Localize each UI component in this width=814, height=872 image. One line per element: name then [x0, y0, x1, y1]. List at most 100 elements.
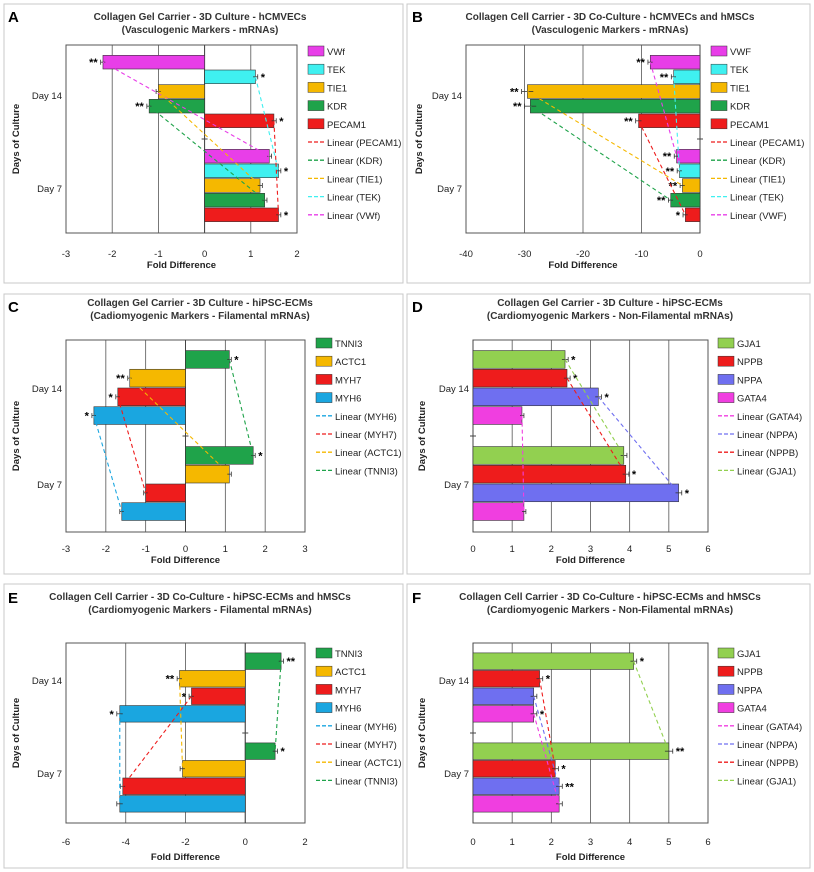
panel-A: A Collagen Gel Carrier - 3D Culture - hCM… [3, 3, 404, 284]
significance-mark: ** [669, 181, 678, 193]
legend-label: Linear (ACTC1) [335, 758, 402, 769]
significance-mark: ** [624, 116, 633, 128]
legend-label: Linear (MYH6) [335, 412, 397, 423]
bar [472, 368, 568, 388]
bar [204, 163, 279, 178]
x-tick-label: 1 [248, 249, 253, 260]
legend-label: GATA4 [737, 704, 767, 715]
significance-mark: * [284, 210, 289, 222]
x-tick-label: 1 [223, 544, 228, 555]
legend-label: Linear (TIE1) [327, 174, 382, 185]
significance-mark: ** [565, 781, 574, 793]
x-axis-label: Fold Difference [151, 852, 220, 863]
trendline [566, 377, 627, 475]
significance-mark: ** [636, 57, 645, 69]
legend-swatch [315, 665, 333, 677]
legend-label: TEK [327, 65, 346, 76]
x-tick-label: 0 [697, 249, 702, 260]
trendline [673, 76, 681, 171]
bar [679, 163, 701, 178]
legend-label: Linear (MYH7) [335, 430, 397, 441]
category-label: Day 14 [32, 384, 62, 395]
significance-mark: * [540, 709, 545, 721]
trendline [274, 661, 282, 752]
legend-label: TNNI3 [335, 649, 362, 660]
panel-letter: E [8, 590, 18, 607]
legend-swatch [315, 647, 333, 659]
legend-swatch [315, 392, 333, 403]
significance-mark: * [546, 674, 551, 686]
category-label: Day 14 [32, 676, 62, 687]
significance-mark: * [281, 746, 286, 758]
bar [204, 207, 279, 222]
legend-swatch [307, 100, 325, 111]
x-tick-label: -20 [576, 249, 590, 260]
legend-swatch [315, 355, 333, 367]
legend-label: Linear (NPPB) [737, 758, 798, 769]
legend-label: Linear (NPPB) [737, 448, 798, 459]
legend-label: Linear (NPPA) [737, 740, 798, 751]
x-tick-label: -4 [122, 837, 130, 848]
y-axis-label: Days of Culture [417, 401, 428, 471]
category-label: Day 7 [37, 769, 62, 780]
category-label: Day 7 [437, 184, 462, 195]
significance-mark: * [109, 392, 114, 404]
legend-label: Linear (KDR) [327, 156, 382, 167]
bar [121, 502, 186, 521]
legend-swatch [710, 118, 728, 130]
x-tick-label: 0 [243, 837, 248, 848]
bar [182, 760, 246, 778]
trendline [122, 695, 192, 787]
panel-letter: B [412, 9, 423, 26]
bar [472, 464, 627, 484]
trendline [102, 61, 270, 157]
bar [244, 652, 282, 670]
chart-title: Collagen Gel Carrier - 3D Culture - hiPS… [87, 298, 313, 309]
trendline [273, 120, 280, 215]
trendline [527, 91, 683, 186]
x-axis-label: Fold Difference [147, 260, 216, 271]
bar [117, 387, 186, 407]
significance-mark: * [571, 354, 576, 366]
legend-label: Linear (VWF) [730, 211, 786, 222]
bar [472, 705, 535, 723]
x-tick-label: 0 [470, 837, 475, 848]
bar [148, 99, 205, 114]
trendline [649, 62, 678, 157]
significance-mark: ** [663, 151, 672, 163]
significance-mark: ** [510, 87, 519, 99]
significance-mark: ** [116, 373, 125, 385]
bar [670, 193, 701, 208]
x-axis-label: Fold Difference [556, 555, 625, 566]
bar [472, 446, 625, 465]
legend-swatch [315, 374, 333, 385]
bar [673, 69, 701, 84]
bar [472, 387, 599, 407]
category-label: Day 14 [439, 384, 469, 395]
trendline [521, 415, 525, 512]
significance-mark: * [85, 411, 90, 423]
bar [244, 742, 276, 760]
category-label: Day 14 [439, 676, 469, 687]
legend-swatch [315, 337, 333, 349]
y-axis-label: Days of Culture [417, 698, 428, 768]
significance-mark: * [110, 709, 115, 721]
panel-frame [406, 3, 811, 284]
legend-label: Linear (MYH6) [335, 722, 397, 733]
legend-swatch [717, 392, 735, 403]
x-tick-label: 0 [470, 544, 475, 555]
legend-label: NPPA [737, 685, 763, 696]
category-label: Day 7 [444, 769, 469, 780]
legend-label: Linear (TIE1) [730, 174, 785, 185]
legend-label: GJA1 [737, 339, 761, 350]
bar [676, 149, 701, 164]
x-tick-label: 4 [627, 544, 632, 555]
bar [122, 777, 246, 795]
legend-swatch [315, 702, 333, 713]
bar [472, 795, 560, 813]
legend-label: VWf [327, 47, 345, 58]
x-tick-label: 2 [263, 544, 268, 555]
significance-mark: * [676, 210, 681, 222]
significance-mark: * [284, 166, 289, 178]
bar [185, 446, 254, 465]
